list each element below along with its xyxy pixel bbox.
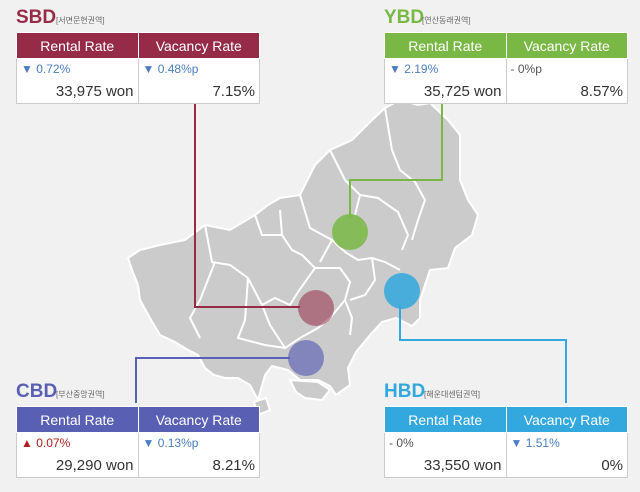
hbd-connector-line — [399, 305, 567, 403]
down-arrow-icon: ▼ — [510, 436, 523, 450]
cbd-vacancy-change: 0.13%p — [157, 436, 199, 450]
cbd-rent-change: 0.07% — [36, 436, 71, 450]
down-arrow-icon: ▼ — [142, 436, 155, 450]
ybd-subtitle: [연산동래권역] — [422, 16, 471, 25]
cbd-marker[interactable] — [288, 340, 324, 376]
ybd-table: Rental Rate Vacancy Rate ▼ 2.19% - 0%p 3… — [384, 32, 628, 104]
sbd-marker[interactable] — [298, 290, 334, 326]
sbd-table: Rental Rate Vacancy Rate ▼ 0.72% ▼ 0.48%… — [16, 32, 260, 104]
hbd-code: HBD — [384, 381, 426, 402]
cbd-connector-line — [135, 357, 290, 403]
sbd-vacancy-header: Vacancy Rate — [137, 32, 260, 59]
down-arrow-icon: ▼ — [142, 62, 155, 76]
sbd-title: SBD [서면문현권역] — [16, 6, 260, 32]
hbd-panel: HBD [해운대센텀권역] Rental Rate Vacancy Rate -… — [384, 380, 628, 478]
down-arrow-icon: ▼ — [21, 62, 33, 76]
down-arrow-icon: ▼ — [389, 62, 401, 76]
hbd-table: Rental Rate Vacancy Rate - 0% ▼ 1.51% 33… — [384, 406, 628, 478]
ybd-vacancy-change: 0%p — [517, 62, 542, 76]
sbd-subtitle: [서면문현권역] — [56, 16, 105, 25]
dash-icon: - — [510, 62, 515, 76]
map-land — [126, 98, 480, 417]
ybd-vacancy-value: 8.57% — [505, 79, 628, 104]
cbd-vacancy-value: 8.21% — [137, 453, 260, 478]
sbd-rent-header: Rental Rate — [16, 32, 139, 59]
dash-icon: - — [389, 436, 393, 450]
ybd-connector-line — [349, 104, 443, 218]
sbd-vacancy-change: 0.48%p — [157, 62, 199, 76]
sbd-panel: SBD [서면문현권역] Rental Rate Vacancy Rate ▼ … — [16, 6, 260, 104]
ybd-rent-header: Rental Rate — [384, 32, 507, 59]
ybd-rent-value: 35,725 won — [384, 79, 507, 104]
ybd-rent-change: 2.19% — [404, 62, 439, 76]
hbd-marker[interactable] — [384, 273, 420, 309]
hbd-subtitle: [해운대센텀권역] — [424, 390, 480, 399]
ybd-panel: YBD [연산동래권역] Rental Rate Vacancy Rate ▼ … — [384, 6, 628, 104]
hbd-rent-value: 33,550 won — [384, 453, 507, 478]
sbd-connector-line — [194, 104, 300, 308]
hbd-title: HBD [해운대센텀권역] — [384, 380, 628, 406]
ybd-vacancy-header: Vacancy Rate — [505, 32, 628, 59]
ybd-code: YBD — [384, 7, 425, 28]
ybd-marker[interactable] — [332, 214, 368, 250]
sbd-code: SBD — [16, 7, 57, 28]
hbd-rent-change: 0% — [396, 436, 414, 450]
cbd-subtitle: [부산중앙권역] — [56, 390, 105, 399]
up-arrow-icon: ▲ — [21, 436, 33, 450]
cbd-code: CBD — [16, 381, 58, 402]
hbd-vacancy-value: 0% — [505, 453, 628, 478]
cbd-table: Rental Rate Vacancy Rate ▲ 0.07% ▼ 0.13%… — [16, 406, 260, 478]
cbd-vacancy-header: Vacancy Rate — [137, 406, 260, 433]
hbd-vacancy-change: 1.51% — [525, 436, 560, 450]
sbd-vacancy-value: 7.15% — [137, 79, 260, 104]
hbd-vacancy-header: Vacancy Rate — [505, 406, 628, 433]
hbd-rent-header: Rental Rate — [384, 406, 507, 433]
cbd-panel: CBD [부산중앙권역] Rental Rate Vacancy Rate ▲ … — [16, 380, 260, 478]
sbd-rent-value: 33,975 won — [16, 79, 139, 104]
cbd-title: CBD [부산중앙권역] — [16, 380, 260, 406]
cbd-rent-value: 29,290 won — [16, 453, 139, 478]
cbd-rent-header: Rental Rate — [16, 406, 139, 433]
sbd-rent-change: 0.72% — [36, 62, 71, 76]
ybd-title: YBD [연산동래권역] — [384, 6, 628, 32]
